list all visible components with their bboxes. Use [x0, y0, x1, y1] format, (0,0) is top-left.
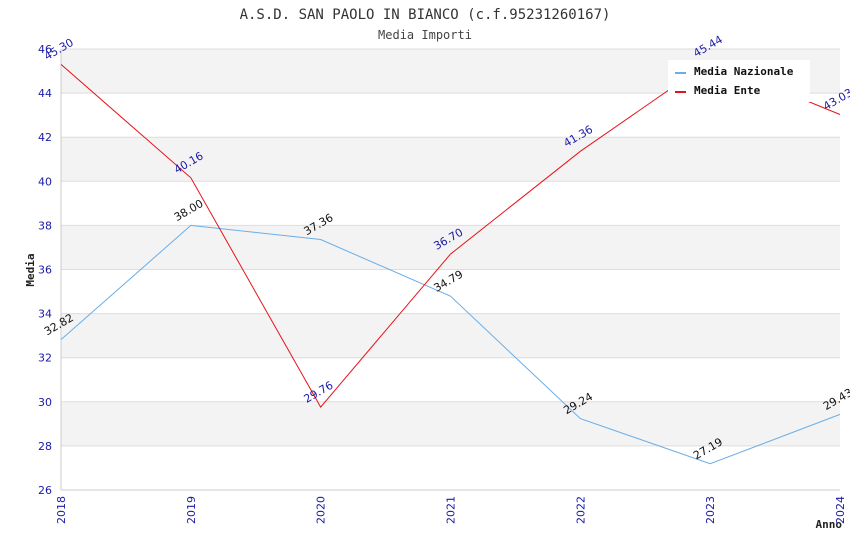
- y-tick-label: 28: [38, 440, 52, 453]
- x-tick-label: 2021: [445, 496, 458, 524]
- grid-band: [61, 137, 840, 182]
- x-tick-label: 2022: [574, 496, 587, 524]
- y-tick-labels: 26 28 30 32 34 36 38 40 42 44 46: [38, 43, 52, 497]
- x-tick-label: 2020: [315, 496, 328, 524]
- y-tick-label: 30: [38, 396, 52, 409]
- grid-band: [61, 225, 840, 270]
- y-tick-label: 40: [38, 175, 52, 188]
- x-tick-label: 2019: [185, 496, 198, 524]
- chart-title: A.S.D. SAN PAOLO IN BIANCO (c.f.95231260…: [240, 7, 611, 23]
- series-line-media-nazionale: [60, 224, 841, 465]
- x-tick-label: 2023: [704, 496, 717, 524]
- legend-box: [668, 60, 810, 102]
- x-axis-label: Anno: [816, 518, 843, 531]
- x-tick-labels: 2018 2019 2020 2021 2022 2023 2024: [55, 496, 847, 524]
- y-tick-label: 32: [38, 352, 52, 365]
- data-label: 34.79: [432, 268, 466, 295]
- y-tick-label: 44: [38, 87, 52, 100]
- x-tick-label: 2018: [55, 496, 68, 524]
- data-label: 38.00: [172, 197, 206, 224]
- x-tick-label: 2024: [834, 496, 847, 524]
- legend-label-media-nazionale: Media Nazionale: [694, 65, 794, 78]
- y-tick-label: 38: [38, 219, 52, 232]
- y-tick-label: 36: [38, 264, 52, 277]
- y-tick-label: 34: [38, 308, 52, 321]
- y-tick-label: 42: [38, 131, 52, 144]
- grid-band: [61, 401, 840, 446]
- y-tick-label: 26: [38, 484, 52, 497]
- y-axis-label: Media: [24, 253, 37, 286]
- legend: Media Nazionale Media Ente: [668, 60, 810, 102]
- grid-lines: [61, 48, 840, 491]
- grid-band: [61, 313, 840, 358]
- y-tick-label: 46: [38, 43, 52, 56]
- chart-subtitle: Media Importi: [378, 28, 472, 42]
- legend-label-media-ente: Media Ente: [694, 84, 761, 97]
- grid-bands: [61, 49, 840, 446]
